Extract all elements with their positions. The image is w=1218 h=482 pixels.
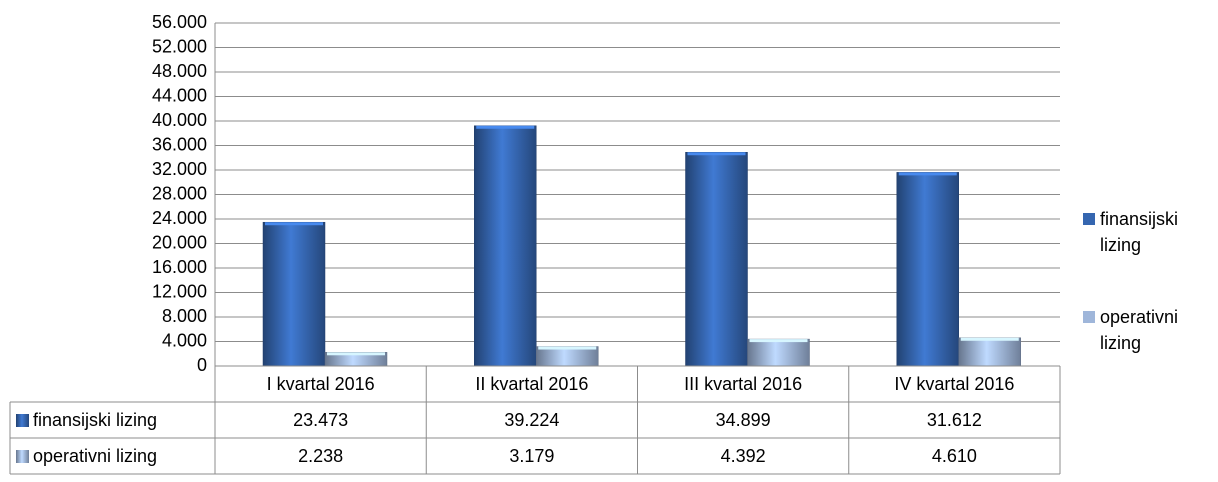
table-value: 23.473 [293,410,348,430]
table-value: 4.610 [932,446,977,466]
legend-label: operativni lizing [1100,307,1179,353]
y-tick-label: 4.000 [162,330,207,350]
bar-top [538,346,597,350]
table-legend-key [16,450,29,463]
bar-top [687,152,746,156]
y-tick-label: 8.000 [162,306,207,326]
table-value: 39.224 [504,410,559,430]
table-row-label: operativni lizing [33,446,157,466]
bar [747,338,810,367]
y-tick-label: 48.000 [152,61,207,81]
y-tick-label: 40.000 [152,110,207,130]
y-tick-label: 44.000 [152,85,207,105]
table-value: 4.392 [721,446,766,466]
legend-swatch [1083,213,1095,225]
y-tick-label: 32.000 [152,159,207,179]
bar-top [960,337,1019,341]
y-tick-label: 20.000 [152,232,207,252]
legend-label: finansijski lizing [1100,209,1179,255]
y-tick-label: 0 [197,355,207,375]
bar [474,125,537,367]
bar-top [476,125,535,129]
y-tick-label: 52.000 [152,36,207,56]
bar [262,221,326,367]
table-value: 34.899 [716,410,771,430]
y-tick-label: 16.000 [152,257,207,277]
x-tick-label: I kvartal 2016 [267,374,375,394]
legend-swatch [1083,311,1095,323]
bar [958,337,1021,367]
table-value: 3.179 [509,446,554,466]
y-tick-label: 36.000 [152,134,207,154]
y-tick-label: 24.000 [152,208,207,228]
y-tick-label: 56.000 [152,12,207,32]
x-tick-label: IV kvartal 2016 [894,374,1014,394]
bar [685,151,748,367]
x-tick-label: II kvartal 2016 [475,374,588,394]
bar-top [265,222,323,226]
legend-entry: operativni lizing [1083,304,1210,356]
y-tick-label: 12.000 [152,281,207,301]
bar-top [749,339,808,343]
y-tick-label: 28.000 [152,183,207,203]
table-value: 2.238 [298,446,343,466]
bar-top [898,172,957,176]
table-value: 31.612 [927,410,982,430]
table-row-label: finansijski lizing [33,410,157,430]
x-tick-label: III kvartal 2016 [684,374,802,394]
legend-entry: finansijski lizing [1083,206,1210,258]
table-legend-key [16,414,29,427]
bar [896,172,959,367]
bar-top [327,352,385,356]
